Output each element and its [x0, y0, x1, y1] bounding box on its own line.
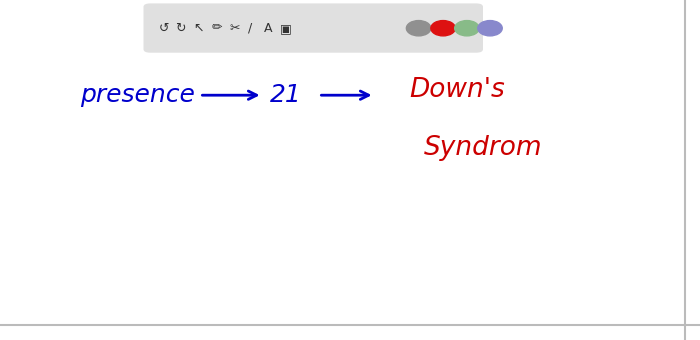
Text: presence: presence: [80, 83, 195, 107]
Ellipse shape: [478, 20, 502, 36]
Text: ▣: ▣: [280, 22, 291, 35]
Ellipse shape: [455, 20, 479, 36]
Text: ✂: ✂: [230, 22, 239, 35]
Ellipse shape: [407, 20, 430, 36]
Text: Syndrom: Syndrom: [424, 135, 542, 161]
Text: /: /: [248, 22, 253, 35]
FancyBboxPatch shape: [144, 3, 483, 53]
Text: ↻: ↻: [175, 22, 186, 35]
Text: A: A: [264, 22, 272, 35]
Text: ↖: ↖: [193, 22, 203, 35]
Text: ✏: ✏: [211, 22, 223, 35]
Text: Down's: Down's: [410, 77, 505, 103]
Ellipse shape: [431, 20, 455, 36]
Text: ↺: ↺: [160, 22, 169, 35]
Text: 21: 21: [270, 83, 301, 107]
